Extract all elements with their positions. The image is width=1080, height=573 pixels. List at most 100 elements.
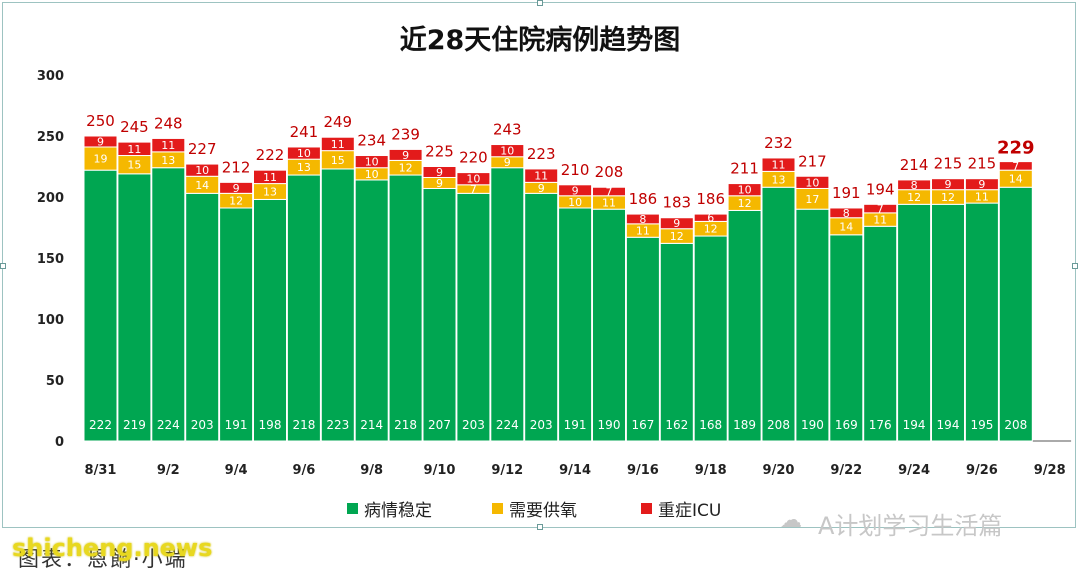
x-tick-label: 9/26 [966,463,998,478]
segment-value-label: 15 [331,154,345,167]
chart-title: 近28天住院病例趋势图 [399,25,681,56]
segment-value-label: 10 [297,147,311,160]
bar-segment-icu [185,163,220,177]
segment-value-label: 9 [945,178,952,191]
segment-value-label: 14 [195,179,209,192]
segment-value-label: 10 [568,196,582,209]
segment-value-label: 10 [195,164,209,177]
total-value-label: 220 [459,149,488,167]
segment-value-label: 191 [225,418,248,432]
segment-value-label: 224 [496,418,519,432]
segment-value-label: 191 [564,418,587,432]
segment-value-label: 176 [869,418,892,432]
bar-segment-stable [592,208,626,442]
bar-segment-stable [727,209,762,442]
wechat-icon: ☁ [780,508,802,533]
segment-value-label: 12 [704,223,718,236]
total-value-label: 210 [561,161,590,179]
total-value-label: 222 [256,146,285,164]
segment-value-label: 17 [805,193,819,206]
bar-segment-icu [456,172,491,186]
bar-segment-stable [219,207,254,442]
bar-segment-icu [931,178,965,191]
total-value-label: 241 [290,123,319,141]
bar-segment-stable [388,174,423,442]
segment-value-label: 9 [572,184,579,197]
segment-value-label: 9 [504,156,511,169]
segment-value-label: 195 [970,418,993,432]
bar-segment-icu [117,141,152,157]
bar-segment-icu [829,207,864,219]
bar-segment-stable [693,235,728,442]
segment-value-label: 207 [428,418,451,432]
bar-segment-icu [964,178,999,191]
segment-value-label: 10 [805,176,819,189]
bar-segment-stable [524,192,559,442]
bar-segment-icu [897,179,932,191]
segment-value-label: 190 [801,418,824,432]
segment-value-label: 219 [123,418,146,432]
segment-value-label: 9 [436,177,443,190]
bar-segment-stable [829,234,864,442]
bar-segment-icu [151,137,186,153]
resize-handle-bottom[interactable] [537,524,543,530]
segment-value-label: 19 [94,153,108,166]
segment-value-label: 11 [636,225,650,238]
segment-value-label: 14 [1009,173,1023,186]
segment-value-label: 7 [470,183,477,196]
segment-value-label: 168 [699,418,722,432]
segment-value-label: 214 [360,418,383,432]
segment-value-label: 218 [292,418,315,432]
total-value-label: 194 [866,180,895,198]
legend-swatch-stable [347,503,358,514]
bar-segment-icu [998,161,1033,171]
x-tick-label: 9/6 [292,463,315,478]
segment-value-label: 6 [707,212,714,225]
bar-segment-icu [490,144,525,158]
watermark-text: A计划学习生活篇 [818,512,1003,540]
segment-value-label: 11 [331,138,345,151]
segment-value-label: 8 [639,213,646,226]
segment-value-label: 224 [157,418,180,432]
figure-caption: 图表：恩餉·小端 [18,547,188,571]
stacked-bar-chart: 0 50 100 150 200 250 300 222 19 9 250 219 15 11 245 224… [37,69,1072,478]
bar-segment-icu [219,181,254,194]
bar-segment-icu [693,213,728,222]
bar-segment-stable [659,242,694,442]
y-tick-label: 100 [37,313,64,328]
total-value-label: 227 [188,140,217,158]
segment-value-label: 11 [602,196,616,209]
legend-item-stable: 病情稳定 [347,496,432,521]
segment-value-label: 9 [673,217,680,230]
segment-value-label: 9 [978,178,985,191]
resize-handle-right[interactable] [1072,263,1078,269]
segment-value-label: 223 [326,418,349,432]
bar-segment-icu [761,157,796,172]
resize-handle-top[interactable] [537,0,543,6]
total-value-label: 183 [662,194,691,212]
bar-segment-stable [897,203,932,442]
segment-value-label: 10 [365,156,379,169]
segment-value-label: 8 [843,207,850,220]
total-value-label: 232 [764,134,793,152]
resize-handle-left[interactable] [0,263,6,269]
x-tick-label: 9/12 [491,463,523,478]
segment-value-label: 10 [365,168,379,181]
total-value-label: 223 [527,145,556,163]
segment-value-label: 15 [127,159,141,172]
bar-segment-icu [354,155,389,169]
segment-value-label: 203 [462,418,485,432]
total-value-label: 248 [154,114,183,132]
x-tick-label: 9/28 [1034,463,1066,478]
bar-segment-stable [456,192,491,442]
total-value-label: 239 [391,125,420,143]
bar-segment-icu [558,184,593,197]
x-tick-label: 8/31 [85,463,117,478]
segment-value-label: 208 [1004,418,1027,432]
segment-value-label: 12 [670,230,684,243]
bar-segment-icu [727,183,762,197]
bar-segment-stable [117,173,152,442]
total-value-label: 186 [629,190,658,208]
bar-segment-icu [524,168,559,183]
legend-label-stable: 病情稳定 [364,501,432,521]
